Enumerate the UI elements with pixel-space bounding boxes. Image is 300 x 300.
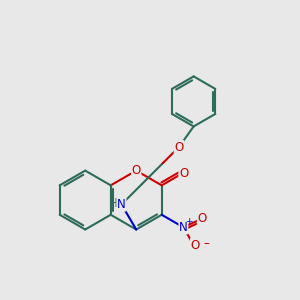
- Text: O: O: [132, 164, 141, 177]
- Text: –: –: [203, 237, 209, 250]
- Text: N: N: [179, 221, 188, 234]
- Text: O: O: [190, 238, 200, 252]
- Text: O: O: [174, 141, 184, 154]
- Text: +: +: [185, 218, 192, 226]
- Text: O: O: [179, 167, 188, 180]
- Text: N: N: [117, 198, 126, 211]
- Text: O: O: [197, 212, 207, 225]
- Text: H: H: [109, 197, 118, 210]
